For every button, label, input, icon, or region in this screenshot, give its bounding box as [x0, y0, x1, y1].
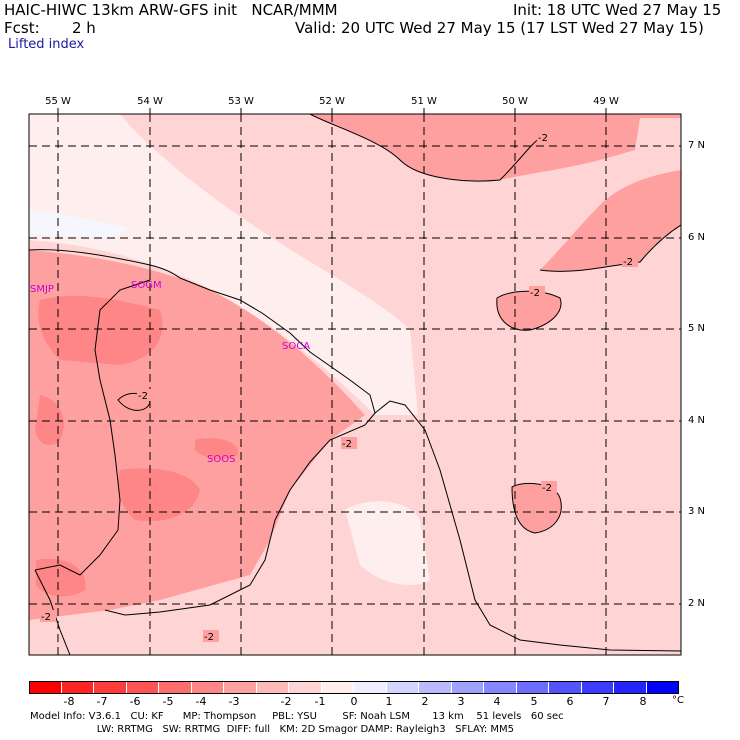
contour-label: -2: [138, 391, 148, 402]
colorbar-swatch: [256, 681, 289, 694]
colorbar-swatch: [29, 681, 62, 694]
forecast-hour: 2 h: [72, 19, 96, 37]
colorbar-swatch: [159, 681, 192, 694]
colorbar-tick: 1: [385, 695, 393, 708]
colorbar-tick: -2: [280, 695, 292, 708]
lat-label-5n: 5 N: [688, 323, 706, 334]
colorbar-swatch: [549, 681, 582, 694]
colorbar-tick: 4: [493, 695, 501, 708]
lon-label-55w: 55 W: [45, 96, 71, 107]
shading-ocean-low-mid: [496, 291, 561, 331]
station-label-soca: SOCA: [282, 341, 310, 352]
colorbar-swatch: [386, 681, 419, 694]
contour-label: -2: [342, 439, 352, 450]
colorbar-tick: 7: [602, 695, 610, 708]
shading-ocean-low-north: [310, 114, 681, 181]
colorbar-swatch: [321, 681, 354, 694]
colorbar-swatch: [94, 681, 127, 694]
colorbar-tick: 8: [639, 695, 647, 708]
colorbar-swatch: [289, 681, 322, 694]
shading-positive-patch: [29, 210, 130, 238]
colorbar-swatch: [224, 681, 257, 694]
lon-label-51w: 51 W: [411, 96, 437, 107]
shading-ocean-low-south: [512, 483, 562, 533]
contour-label: -2: [204, 632, 214, 643]
lon-label-53w: 53 W: [228, 96, 254, 107]
station-label-sogm: SOGM: [131, 280, 162, 291]
model-info-line-1: Model Info: V3.6.1 CU: KF MP: Thompson P…: [30, 711, 564, 722]
colorbar-tick: -4: [195, 695, 207, 708]
border-suriname-west: [34, 265, 151, 576]
colorbar-tick: -6: [129, 695, 141, 708]
colorbar-tick: 6: [566, 695, 574, 708]
colorbar-tick: -1: [314, 695, 326, 708]
map-frame: [28, 113, 682, 656]
model-title: HAIC-HIWC 13km ARW-GFS init NCAR/MMM: [4, 1, 338, 19]
colorbar-tick: 0: [350, 695, 358, 708]
colorbar-swatch: [484, 681, 517, 694]
colorbar-tick: -8: [63, 695, 75, 708]
colorbar-swatch: [354, 681, 387, 694]
colorbar-swatch: [451, 681, 484, 694]
border-suriname-east: [104, 412, 376, 616]
colorbar-swatch: [61, 681, 94, 694]
station-label-soos: SOOS: [207, 454, 235, 465]
lat-label-6n: 6 N: [688, 232, 706, 243]
shading-deep-patch-5: [35, 395, 64, 446]
colorbar-tick: 3: [457, 695, 465, 708]
colorbar-tick: 5: [530, 695, 538, 708]
model-info-line-2: LW: RRTMG SW: RRTMG DIFF: full KM: 2D Sm…: [30, 724, 515, 735]
shading-deep-patch-4: [36, 558, 86, 597]
colorbar-tick: 2: [421, 695, 429, 708]
lat-label-4n: 4 N: [688, 415, 706, 426]
contour-label: -2: [530, 288, 540, 299]
colorbar-swatch: [646, 681, 679, 694]
lon-label-52w: 52 W: [319, 96, 345, 107]
station-label-smjp: SMJP: [30, 284, 54, 295]
shading-near-zero: [29, 114, 418, 415]
lon-label-49w: 49 W: [593, 96, 619, 107]
lat-label-7n: 7 N: [688, 140, 706, 151]
forecast-label: Fcst:: [4, 19, 40, 37]
contour-line-mid: [496, 290, 562, 331]
shading-deep-patch-3: [195, 438, 239, 460]
init-time: Init: 18 UTC Wed 27 May 15: [513, 1, 722, 19]
lon-label-54w: 54 W: [137, 96, 163, 107]
colorbar-swatch: [191, 681, 224, 694]
colorbar-swatch: [419, 681, 452, 694]
field-title: Lifted index: [8, 37, 85, 52]
shading-deep-patch-2: [117, 468, 200, 522]
coastline: [29, 249, 681, 652]
lon-label-50w: 50 W: [502, 96, 528, 107]
colorbar-swatch: [581, 681, 614, 694]
shading-ocean-low-east: [540, 170, 681, 272]
contour-line-south: [511, 482, 562, 534]
colorbar-swatch: [516, 681, 549, 694]
colorbar-swatch: [126, 681, 159, 694]
lat-label-2n: 2 N: [688, 598, 706, 609]
shading-inland-patch: [345, 501, 430, 585]
colorbar-unit: °C: [672, 695, 684, 706]
lat-label-3n: 3 N: [688, 506, 706, 517]
colorbar-tick: -5: [162, 695, 174, 708]
contour-label: -2: [538, 133, 548, 144]
contour-label: -2: [41, 612, 51, 623]
shading-deep-patch-1: [38, 295, 163, 365]
contour-label: -2: [542, 483, 552, 494]
colorbar-swatch: [614, 681, 647, 694]
colorbar-tick: -3: [228, 695, 240, 708]
contour-label: -2: [623, 257, 633, 268]
contour-line-north: [309, 114, 541, 182]
valid-time: Valid: 20 UTC Wed 27 May 15 (17 LST Wed …: [295, 19, 704, 37]
colorbar-tick: -7: [96, 695, 108, 708]
